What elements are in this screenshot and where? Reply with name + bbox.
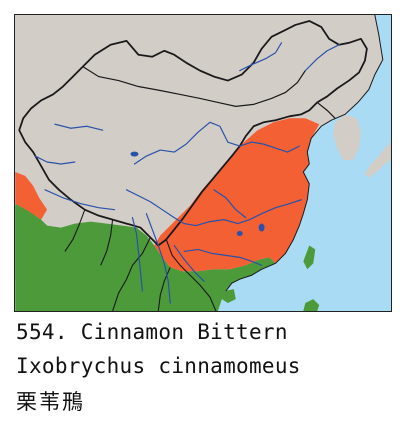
border-indochina-1 — [112, 237, 151, 311]
land-korea — [333, 114, 361, 161]
range-resident-west — [15, 203, 57, 280]
river-tarim — [54, 123, 104, 131]
border-indochina-4 — [64, 209, 86, 252]
land-taiwan — [303, 245, 316, 270]
river-west — [34, 155, 76, 165]
species-chinese-name: 栗苇鳽 — [16, 390, 85, 414]
border-china — [18, 20, 368, 247]
river-north — [239, 42, 283, 72]
river-salween — [131, 217, 144, 292]
river-pearl — [183, 248, 263, 266]
coastline — [225, 15, 384, 292]
river-red — [173, 244, 205, 282]
lake-poyang — [258, 223, 265, 232]
range-breeding-west — [15, 171, 48, 220]
river-han — [213, 189, 247, 219]
map-svg — [15, 15, 391, 311]
river-mekong — [145, 213, 171, 304]
species-number-and-common-name: 554. Cinnamon Bittern — [16, 320, 288, 344]
river-yellow — [133, 121, 300, 165]
border-korea — [316, 101, 336, 119]
lake-dongting — [236, 231, 243, 237]
range-resident — [15, 205, 276, 311]
river-brahmaputra — [44, 189, 116, 211]
river-amur — [304, 44, 340, 72]
land-hainan — [221, 289, 236, 304]
border-mongolia — [82, 66, 306, 107]
lake-qinghai — [130, 151, 139, 157]
range-breeding — [154, 118, 320, 272]
land-luzon — [303, 299, 320, 311]
border-indochina-5 — [100, 219, 114, 266]
rivers — [34, 42, 340, 304]
river-yangtze — [125, 189, 302, 227]
border-indochina-2 — [165, 239, 217, 311]
species-scientific-name: Ixobrychus cinnamomeus — [16, 354, 301, 378]
land-japan — [364, 142, 391, 178]
range-map — [14, 14, 392, 312]
